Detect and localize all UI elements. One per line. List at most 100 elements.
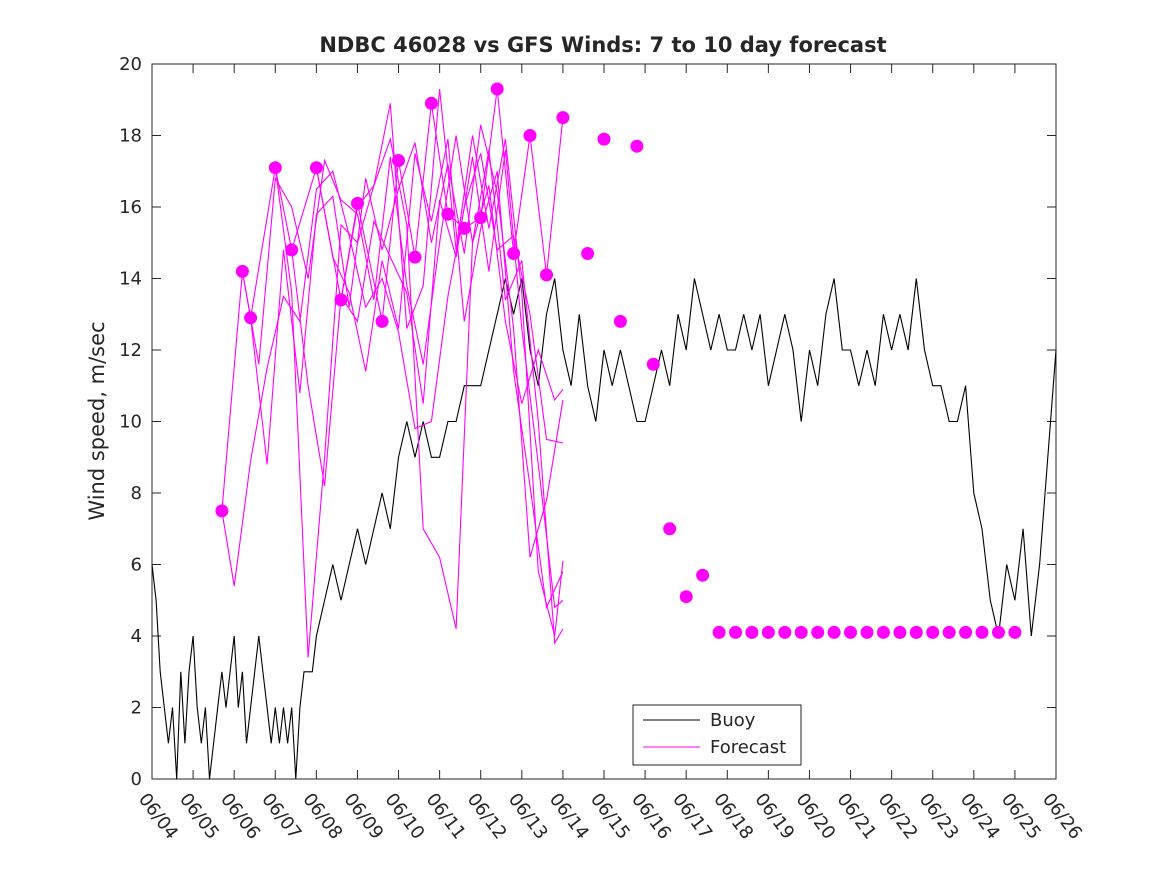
forecast-marker [457, 221, 471, 235]
x-tick-label: 06/08 [298, 789, 346, 843]
legend-forecast-label: Forecast [710, 737, 786, 758]
x-tick-label: 06/21 [833, 789, 881, 843]
x-tick-label: 06/11 [422, 789, 470, 843]
x-tick-label: 06/09 [339, 789, 387, 843]
x-tick-label: 06/14 [545, 789, 593, 843]
forecast-marker [235, 264, 249, 278]
x-tick-label: 06/04 [134, 789, 182, 843]
forecast-marker [761, 625, 775, 639]
forecast-marker [441, 207, 455, 221]
x-tick-label: 06/22 [874, 789, 922, 843]
forecast-marker [712, 625, 726, 639]
x-tick-label: 06/05 [175, 789, 223, 843]
forecast-marker [860, 625, 874, 639]
y-tick-label: 14 [119, 269, 142, 290]
forecast-marker [375, 314, 389, 328]
y-tick-label: 8 [131, 483, 142, 504]
forecast-marker [778, 625, 792, 639]
forecast-marker [992, 625, 1005, 639]
y-tick-label: 12 [119, 340, 142, 361]
forecast-marker [613, 314, 627, 328]
y-tick-label: 0 [131, 769, 142, 790]
chart-title: NDBC 46028 vs GFS Winds: 7 to 10 day for… [319, 33, 886, 57]
forecast-marker [597, 132, 611, 146]
x-tick-label: 06/10 [381, 789, 429, 843]
y-tick-label: 2 [131, 698, 142, 719]
x-tick-label: 06/18 [709, 789, 757, 843]
forecast-marker [523, 129, 537, 142]
series-layer [151, 88, 1057, 780]
forecast-series-line [274, 88, 564, 658]
forecast-marker [392, 154, 405, 167]
forecast-marker [679, 590, 693, 604]
forecast-marker [975, 625, 989, 639]
forecast-marker [893, 625, 907, 639]
x-tick-label: 06/15 [586, 789, 634, 843]
x-tick-label: 06/13 [504, 789, 552, 843]
legend-box [632, 704, 802, 766]
forecast-marker [794, 625, 808, 639]
forecast-marker [244, 311, 258, 325]
x-tick-label: 06/23 [915, 789, 963, 843]
x-tick-label: 06/16 [627, 789, 675, 843]
x-tick-label: 06/24 [956, 789, 1004, 843]
forecast-marker [696, 568, 710, 582]
forecast-series-line [291, 149, 564, 609]
x-tick-label: 06/06 [216, 789, 264, 843]
forecast-marker [424, 96, 438, 110]
forecast-marker [408, 250, 422, 264]
x-tick-label: 06/07 [257, 789, 305, 843]
forecast-marker [827, 625, 841, 639]
forecast-markers [215, 82, 1022, 639]
y-tick-label: 10 [119, 412, 142, 433]
forecast-marker [507, 247, 521, 260]
forecast-series-line [315, 138, 564, 610]
y-tick-label: 16 [119, 197, 142, 218]
forecast-marker [268, 161, 282, 175]
x-tick-label: 06/17 [668, 789, 716, 843]
y-tick-label: 20 [119, 54, 142, 75]
forecast-marker [630, 139, 644, 153]
x-tick-label: 06/19 [750, 789, 798, 843]
forecast-series-line [340, 137, 564, 645]
forecast-marker [811, 625, 825, 639]
y-tick-label: 4 [131, 626, 142, 647]
forecast-marker [876, 625, 890, 639]
forecast-marker [926, 625, 940, 639]
y-tick-label: 6 [131, 555, 142, 576]
x-tick-label: 06/25 [997, 789, 1045, 843]
legend: Buoy Forecast [632, 704, 802, 766]
forecast-marker [490, 82, 504, 96]
y-axis-label: Wind speed, m/sec [85, 321, 109, 520]
forecast-series-line [221, 88, 564, 511]
forecast-marker [351, 196, 364, 210]
forecast-marker [729, 625, 742, 639]
forecast-marker [309, 161, 323, 175]
forecast-marker [556, 111, 570, 125]
y-axis-ticks: 0 2 4 6 8 10 12 14 16 18 20 [119, 54, 1056, 790]
plot-area [151, 63, 1057, 780]
forecast-marker [844, 625, 857, 639]
buoy-series-line [151, 278, 1057, 780]
forecast-series-line [250, 124, 564, 558]
forecast-marker [646, 357, 660, 371]
forecast-marker [942, 625, 956, 639]
legend-buoy-label: Buoy [710, 710, 756, 731]
forecast-marker [581, 247, 595, 260]
forecast-marker [540, 268, 553, 282]
forecast-marker [959, 625, 973, 639]
y-tick-label: 18 [119, 126, 142, 147]
forecast-marker [1008, 625, 1022, 639]
forecast-marker [745, 625, 759, 639]
x-tick-label: 06/26 [1038, 789, 1086, 843]
forecast-marker [663, 522, 677, 536]
x-tick-label: 06/12 [463, 789, 511, 843]
forecast-marker [334, 293, 348, 307]
x-tick-label: 06/20 [791, 789, 839, 843]
forecast-marker [215, 504, 229, 518]
forecast-marker [909, 625, 923, 639]
forecast-marker [474, 211, 488, 225]
forecast-series-line [221, 153, 564, 587]
forecast-marker [285, 243, 299, 257]
